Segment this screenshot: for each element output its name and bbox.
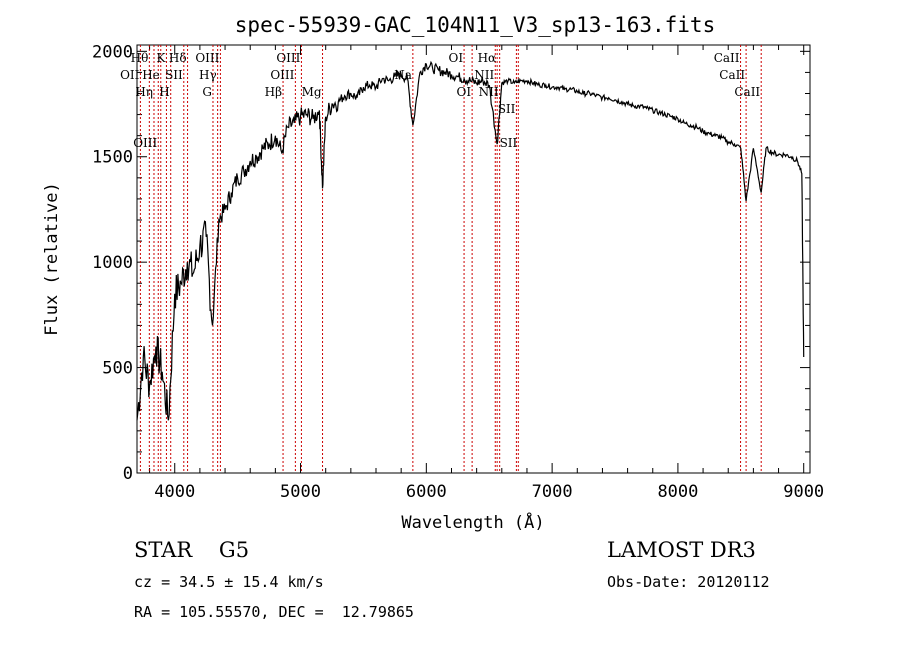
- object-class: STAR G5: [134, 538, 250, 562]
- line-label: Hα: [478, 51, 497, 65]
- line-label: CaII: [714, 51, 740, 65]
- spectrum-line: [136, 60, 805, 421]
- line-label: Hγ: [199, 68, 217, 82]
- line-label: CaII: [719, 68, 745, 82]
- chart-title: spec-55939-GAC_104N11_V3_sp13-163.fits: [235, 13, 715, 37]
- line-label: Hθ: [131, 51, 149, 65]
- line-label: NII: [479, 85, 499, 99]
- x-tick-label: 7000: [532, 482, 573, 502]
- coordinates: RA = 105.55570, DEC = 12.79865: [134, 603, 414, 621]
- plot-frame: [136, 44, 811, 474]
- line-label: He: [142, 68, 160, 82]
- line-label: Mg: [302, 85, 322, 99]
- x-axis-label: Wavelength (Å): [401, 511, 544, 533]
- y-axis-label: Flux (relative): [42, 182, 62, 336]
- line-label: OIII: [133, 136, 157, 150]
- line-label: Hβ: [265, 85, 282, 99]
- line-label: OIII: [270, 68, 294, 82]
- line-label: OIII: [195, 51, 219, 65]
- line-label: OI: [448, 51, 463, 65]
- y-tick-label: 1500: [92, 148, 133, 168]
- line-label: H: [159, 85, 169, 99]
- survey-label: LAMOST DR3: [607, 538, 756, 562]
- y-tick-label: 1000: [92, 253, 133, 273]
- line-label: OIII: [276, 51, 300, 65]
- line-label: Hη: [135, 85, 153, 99]
- y-tick-label: 0: [123, 464, 133, 484]
- line-label: NII: [474, 68, 494, 82]
- line-label: SII: [165, 68, 183, 82]
- line-label: G: [202, 85, 212, 99]
- line-label: SII: [500, 136, 518, 150]
- line-label: OII: [120, 68, 140, 82]
- x-tick-label: 8000: [657, 482, 698, 502]
- y-tick-label: 500: [102, 359, 133, 379]
- x-tick-label: 6000: [406, 482, 447, 502]
- line-label: K: [156, 51, 166, 65]
- x-tick-label: 4000: [154, 482, 195, 502]
- line-label: OI: [457, 85, 472, 99]
- line-label: Hδ: [169, 51, 187, 65]
- line-label: CaII: [734, 85, 760, 99]
- x-tick-label: 9000: [783, 482, 824, 502]
- line-label: SII: [498, 102, 516, 116]
- redshift-cz: cz = 34.5 ± 15.4 km/s: [134, 573, 324, 591]
- x-tick-label: 5000: [280, 482, 321, 502]
- obs-date: Obs-Date: 20120112: [607, 573, 770, 591]
- y-tick-label: 2000: [92, 42, 133, 62]
